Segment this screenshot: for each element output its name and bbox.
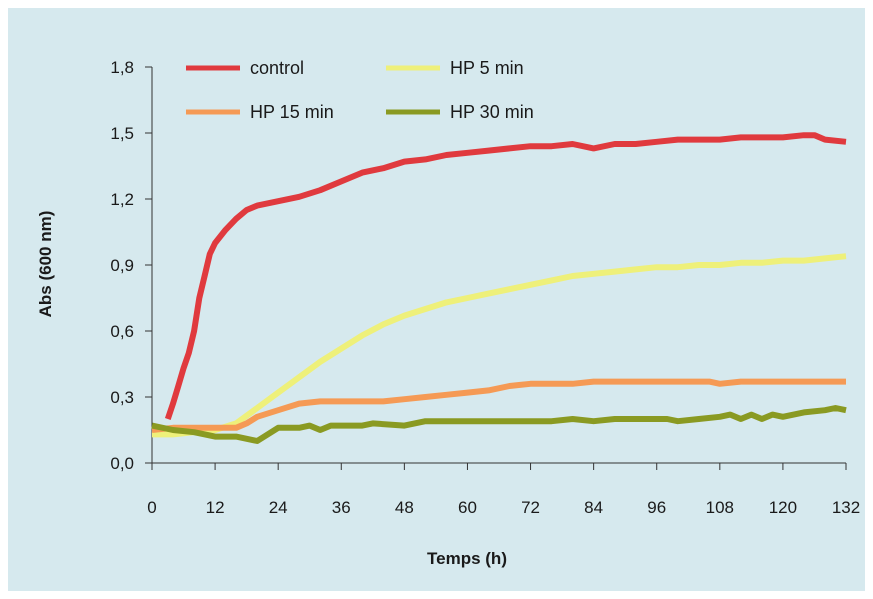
legend-label-hp-30-min: HP 30 min <box>450 102 534 122</box>
x-tick-label: 120 <box>769 498 797 517</box>
series-line-hp-15-min <box>151 378 846 433</box>
x-axis-title: Temps (h) <box>427 549 507 568</box>
x-tick-label: 132 <box>832 498 860 517</box>
series-line-hp-5-min <box>152 253 847 438</box>
x-tick-label: 24 <box>269 498 288 517</box>
x-tick-label: 84 <box>584 498 603 517</box>
x-tick-label: 36 <box>332 498 351 517</box>
legend-label-control: control <box>250 58 304 78</box>
x-tick-label: 60 <box>458 498 477 517</box>
x-tick-label: 72 <box>521 498 540 517</box>
series-line-control <box>164 132 847 420</box>
y-axis-title: Abs (600 nm) <box>36 211 55 318</box>
y-tick-label: 0,6 <box>110 322 134 341</box>
legend-label-hp-15-min: HP 15 min <box>250 102 334 122</box>
x-tick-label: 12 <box>206 498 225 517</box>
y-tick-label: 0,0 <box>110 454 134 473</box>
chart-panel <box>8 8 865 591</box>
series-layer <box>151 132 847 444</box>
y-tick-label: 0,9 <box>110 256 134 275</box>
y-tick-label: 1,2 <box>110 190 134 209</box>
series-line-hp-30-min <box>151 405 847 444</box>
legend-label-hp-5-min: HP 5 min <box>450 58 524 78</box>
y-tick-label: 1,8 <box>110 58 134 77</box>
x-tick-label: 96 <box>647 498 666 517</box>
x-tick-label: 108 <box>706 498 734 517</box>
x-tick-label: 48 <box>395 498 414 517</box>
axes: 0 12 24 36 48 60 72 84 96 108 120 132 0,0 0,3 0,6 0,9 1,… <box>110 58 860 517</box>
y-tick-label: 1,5 <box>110 124 134 143</box>
legend: control HP 5 min HP 15 min HP 30 min <box>186 58 534 122</box>
x-tick-label: 0 <box>147 498 156 517</box>
y-tick-label: 0,3 <box>110 388 134 407</box>
